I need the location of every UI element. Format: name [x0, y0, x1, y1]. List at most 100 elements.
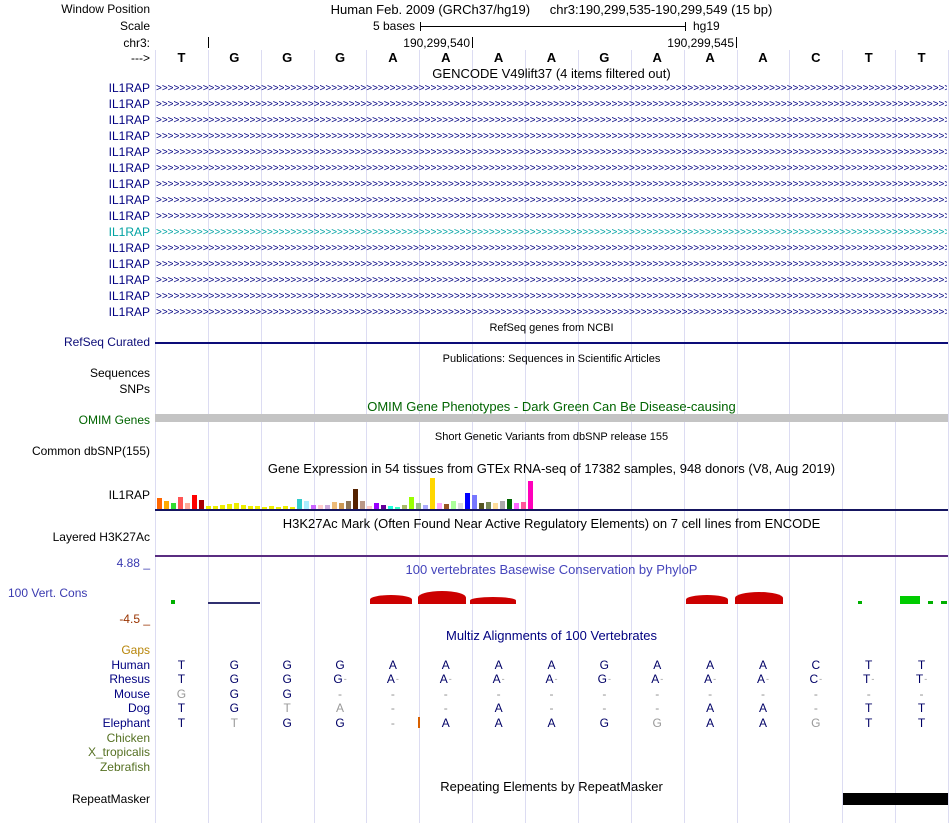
- gtex-tissue-bar[interactable]: [500, 501, 505, 511]
- gtex-tissue-bar[interactable]: [164, 501, 169, 511]
- gene-label[interactable]: IL1RAP: [108, 241, 150, 255]
- omim-track-title[interactable]: OMIM Gene Phenotypes - Dark Green Can Be…: [367, 399, 736, 414]
- gtex-tissue-bar[interactable]: [388, 506, 393, 511]
- gene-transcript[interactable]: >>>>>>>>>>>>>>>>>>>>>>>>>>>>>>>>>>>>>>>>…: [156, 131, 947, 142]
- gtex-tissue-bar[interactable]: [381, 505, 386, 511]
- gene-transcript[interactable]: >>>>>>>>>>>>>>>>>>>>>>>>>>>>>>>>>>>>>>>>…: [156, 275, 947, 286]
- gtex-tissue-bar[interactable]: [528, 481, 533, 511]
- repeatmasker-label[interactable]: RepeatMasker: [71, 792, 150, 806]
- gene-transcript[interactable]: >>>>>>>>>>>>>>>>>>>>>>>>>>>>>>>>>>>>>>>>…: [156, 243, 947, 254]
- snps-label[interactable]: SNPs: [119, 382, 150, 396]
- gtex-tissue-bar[interactable]: [255, 506, 260, 511]
- gtex-tissue-bar[interactable]: [444, 504, 449, 511]
- gene-label[interactable]: IL1RAP: [108, 257, 150, 271]
- gene-transcript[interactable]: >>>>>>>>>>>>>>>>>>>>>>>>>>>>>>>>>>>>>>>>…: [156, 179, 947, 190]
- layered-h3k27ac-label[interactable]: Layered H3K27Ac: [52, 530, 150, 544]
- gtex-tissue-bar[interactable]: [521, 502, 526, 511]
- gtex-tissue-bar[interactable]: [220, 505, 225, 511]
- sequences-label[interactable]: Sequences: [89, 366, 150, 380]
- gtex-tissue-bar[interactable]: [171, 503, 176, 511]
- gtex-tissue-bar[interactable]: [241, 505, 246, 511]
- gene-transcript[interactable]: >>>>>>>>>>>>>>>>>>>>>>>>>>>>>>>>>>>>>>>>…: [156, 211, 947, 222]
- gene-label[interactable]: IL1RAP: [108, 305, 150, 319]
- refseq-curated-label[interactable]: RefSeq Curated: [63, 335, 150, 349]
- species-label-chicken[interactable]: Chicken: [106, 731, 150, 745]
- gtex-tissue-bar[interactable]: [199, 500, 204, 511]
- species-label-gaps[interactable]: Gaps: [121, 643, 150, 657]
- gtex-tissue-bar[interactable]: [472, 495, 477, 511]
- h3k27ac-track-title[interactable]: H3K27Ac Mark (Often Found Near Active Re…: [282, 516, 821, 531]
- omim-genes-label[interactable]: OMIM Genes: [78, 413, 150, 427]
- gene-label[interactable]: IL1RAP: [108, 81, 150, 95]
- gene-transcript[interactable]: >>>>>>>>>>>>>>>>>>>>>>>>>>>>>>>>>>>>>>>>…: [156, 83, 947, 94]
- gene-label[interactable]: IL1RAP: [108, 161, 150, 175]
- gene-transcript[interactable]: >>>>>>>>>>>>>>>>>>>>>>>>>>>>>>>>>>>>>>>>…: [156, 147, 947, 158]
- gtex-tissue-bar[interactable]: [353, 489, 358, 511]
- gene-label[interactable]: IL1RAP: [108, 129, 150, 143]
- gtex-track-title[interactable]: Gene Expression in 54 tissues from GTEx …: [267, 461, 836, 476]
- species-label-elephant[interactable]: Elephant: [102, 716, 150, 730]
- gtex-tissue-bar[interactable]: [416, 503, 421, 511]
- gene-label[interactable]: IL1RAP: [108, 145, 150, 159]
- gtex-tissue-bar[interactable]: [507, 499, 512, 511]
- gtex-tissue-bar[interactable]: [493, 503, 498, 511]
- dbsnp-track-title[interactable]: Short Genetic Variants from dbSNP releas…: [434, 431, 669, 443]
- gtex-tissue-bar[interactable]: [465, 493, 470, 511]
- gtex-tissue-bar[interactable]: [311, 505, 316, 511]
- gene-transcript[interactable]: >>>>>>>>>>>>>>>>>>>>>>>>>>>>>>>>>>>>>>>>…: [156, 115, 947, 126]
- gtex-tissue-bar[interactable]: [423, 505, 428, 511]
- gtex-tissue-bar[interactable]: [409, 497, 414, 511]
- gtex-tissue-bar[interactable]: [192, 495, 197, 511]
- refseq-curated-item[interactable]: [155, 342, 948, 344]
- gtex-tissue-bar[interactable]: [479, 503, 484, 511]
- gtex-tissue-bar[interactable]: [437, 503, 442, 511]
- omim-gene-item[interactable]: [155, 414, 948, 422]
- gene-label[interactable]: IL1RAP: [108, 193, 150, 207]
- gtex-tissue-bar[interactable]: [451, 501, 456, 511]
- gtex-tissue-bar[interactable]: [486, 502, 491, 511]
- gene-transcript[interactable]: >>>>>>>>>>>>>>>>>>>>>>>>>>>>>>>>>>>>>>>>…: [156, 307, 947, 318]
- gtex-tissue-bar[interactable]: [374, 503, 379, 511]
- gene-transcript[interactable]: >>>>>>>>>>>>>>>>>>>>>>>>>>>>>>>>>>>>>>>>…: [156, 259, 947, 270]
- common-dbsnp-label[interactable]: Common dbSNP(155): [31, 444, 150, 458]
- gtex-tissue-bar[interactable]: [325, 505, 330, 511]
- gene-label[interactable]: IL1RAP: [108, 177, 150, 191]
- gene-transcript[interactable]: >>>>>>>>>>>>>>>>>>>>>>>>>>>>>>>>>>>>>>>>…: [156, 227, 947, 238]
- gtex-tissue-bar[interactable]: [318, 505, 323, 511]
- publications-track-title[interactable]: Publications: Sequences in Scientific Ar…: [442, 353, 661, 365]
- gtex-tissue-bar[interactable]: [367, 506, 372, 511]
- gtex-tissue-bar[interactable]: [213, 506, 218, 511]
- gtex-tissue-bar[interactable]: [514, 503, 519, 511]
- gene-label[interactable]: IL1RAP: [108, 289, 150, 303]
- gene-label[interactable]: IL1RAP: [108, 113, 150, 127]
- gtex-tissue-bar[interactable]: [332, 502, 337, 511]
- gtex-tissue-bar[interactable]: [248, 506, 253, 511]
- gtex-tissue-bar[interactable]: [269, 506, 274, 511]
- gtex-gene-label[interactable]: IL1RAP: [108, 488, 150, 502]
- gene-transcript[interactable]: >>>>>>>>>>>>>>>>>>>>>>>>>>>>>>>>>>>>>>>>…: [156, 195, 947, 206]
- gtex-tissue-bar[interactable]: [458, 503, 463, 511]
- species-label-mouse[interactable]: Mouse: [113, 687, 150, 701]
- gtex-tissue-bar[interactable]: [283, 506, 288, 511]
- vert-cons-label[interactable]: 100 Vert. Cons: [8, 586, 88, 600]
- gtex-tissue-bar[interactable]: [339, 503, 344, 511]
- gtex-tissue-bar[interactable]: [157, 498, 162, 511]
- gene-transcript[interactable]: >>>>>>>>>>>>>>>>>>>>>>>>>>>>>>>>>>>>>>>>…: [156, 291, 947, 302]
- species-label-x_tropicalis[interactable]: X_tropicalis: [87, 745, 150, 759]
- gtex-tissue-bar[interactable]: [360, 501, 365, 511]
- species-label-human[interactable]: Human: [111, 658, 150, 672]
- gtex-tissue-bar[interactable]: [304, 501, 309, 511]
- phylop-track-title[interactable]: 100 vertebrates Basewise Conservation by…: [405, 562, 698, 577]
- multiz-track-title[interactable]: Multiz Alignments of 100 Vertebrates: [445, 628, 657, 643]
- gene-label[interactable]: IL1RAP: [108, 97, 150, 111]
- species-label-rhesus[interactable]: Rhesus: [109, 672, 150, 686]
- gtex-tissue-bar[interactable]: [402, 505, 407, 511]
- gene-transcript[interactable]: >>>>>>>>>>>>>>>>>>>>>>>>>>>>>>>>>>>>>>>>…: [156, 99, 947, 110]
- gene-transcript[interactable]: >>>>>>>>>>>>>>>>>>>>>>>>>>>>>>>>>>>>>>>>…: [156, 163, 947, 174]
- gtex-tissue-bar[interactable]: [430, 478, 435, 511]
- gtex-tissue-bar[interactable]: [346, 501, 351, 511]
- species-label-zebrafish[interactable]: Zebrafish: [99, 760, 150, 774]
- gtex-tissue-bar[interactable]: [178, 497, 183, 511]
- repeatmasker-track-title[interactable]: Repeating Elements by RepeatMasker: [440, 779, 663, 794]
- gene-label[interactable]: IL1RAP: [108, 273, 150, 287]
